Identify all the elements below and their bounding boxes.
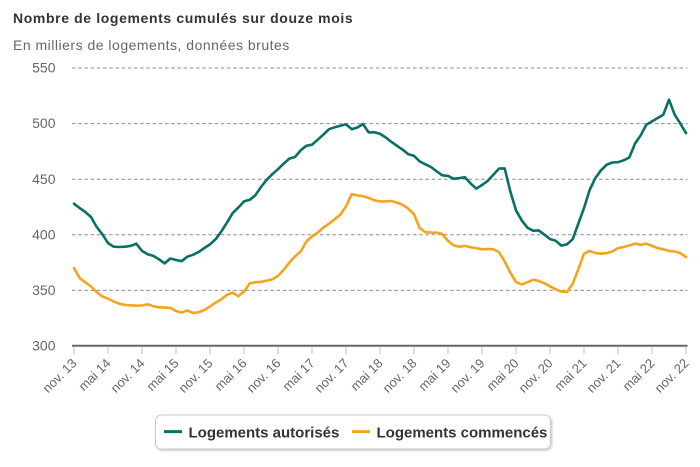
svg-text:350: 350 — [32, 282, 56, 298]
svg-text:300: 300 — [32, 338, 56, 354]
svg-text:500: 500 — [32, 115, 56, 131]
svg-text:Logements autorisés: Logements autorisés — [189, 425, 340, 442]
svg-text:400: 400 — [32, 226, 56, 242]
svg-text:Logements commencés: Logements commencés — [377, 425, 548, 442]
svg-text:550: 550 — [32, 60, 56, 76]
svg-text:En milliers de logements, donn: En milliers de logements, données brutes — [13, 37, 290, 53]
svg-text:450: 450 — [32, 171, 56, 187]
svg-text:Nombre de logements cumulés su: Nombre de logements cumulés sur douze mo… — [13, 10, 353, 26]
